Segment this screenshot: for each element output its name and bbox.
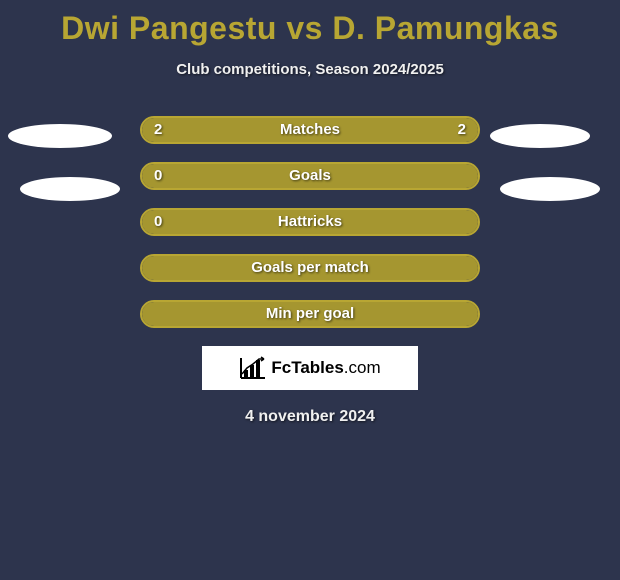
logo-text-bold: FcTables bbox=[271, 358, 343, 377]
player-indicator bbox=[490, 124, 590, 148]
date-text: 4 november 2024 bbox=[0, 408, 620, 426]
chart-icon bbox=[239, 356, 267, 380]
stat-label: Min per goal bbox=[142, 302, 478, 326]
stat-val-right: 2 bbox=[458, 118, 466, 142]
stat-row: Goals0 bbox=[140, 162, 480, 190]
stat-row: Hattricks0 bbox=[140, 208, 480, 236]
logo-text-thin: .com bbox=[344, 358, 381, 377]
stat-label: Hattricks bbox=[142, 210, 478, 234]
stat-label: Matches bbox=[142, 118, 478, 142]
stat-row: Goals per match bbox=[140, 254, 480, 282]
stat-rows: Matches22Goals0Hattricks0Goals per match… bbox=[0, 116, 620, 328]
logo-text: FcTables.com bbox=[271, 358, 380, 378]
stat-val-left: 2 bbox=[154, 118, 162, 142]
stat-val-left: 0 bbox=[154, 164, 162, 188]
page-title: Dwi Pangestu vs D. Pamungkas bbox=[0, 0, 620, 47]
player-indicator bbox=[500, 177, 600, 201]
stat-row: Min per goal bbox=[140, 300, 480, 328]
page-subtitle: Club competitions, Season 2024/2025 bbox=[0, 61, 620, 78]
stat-label: Goals bbox=[142, 164, 478, 188]
player-indicator bbox=[20, 177, 120, 201]
player-indicator bbox=[8, 124, 112, 148]
stat-row: Matches2 2 bbox=[140, 116, 480, 144]
stat-val-left: 0 bbox=[154, 210, 162, 234]
logo-box: FcTables.com bbox=[202, 346, 418, 390]
stat-label: Goals per match bbox=[142, 256, 478, 280]
